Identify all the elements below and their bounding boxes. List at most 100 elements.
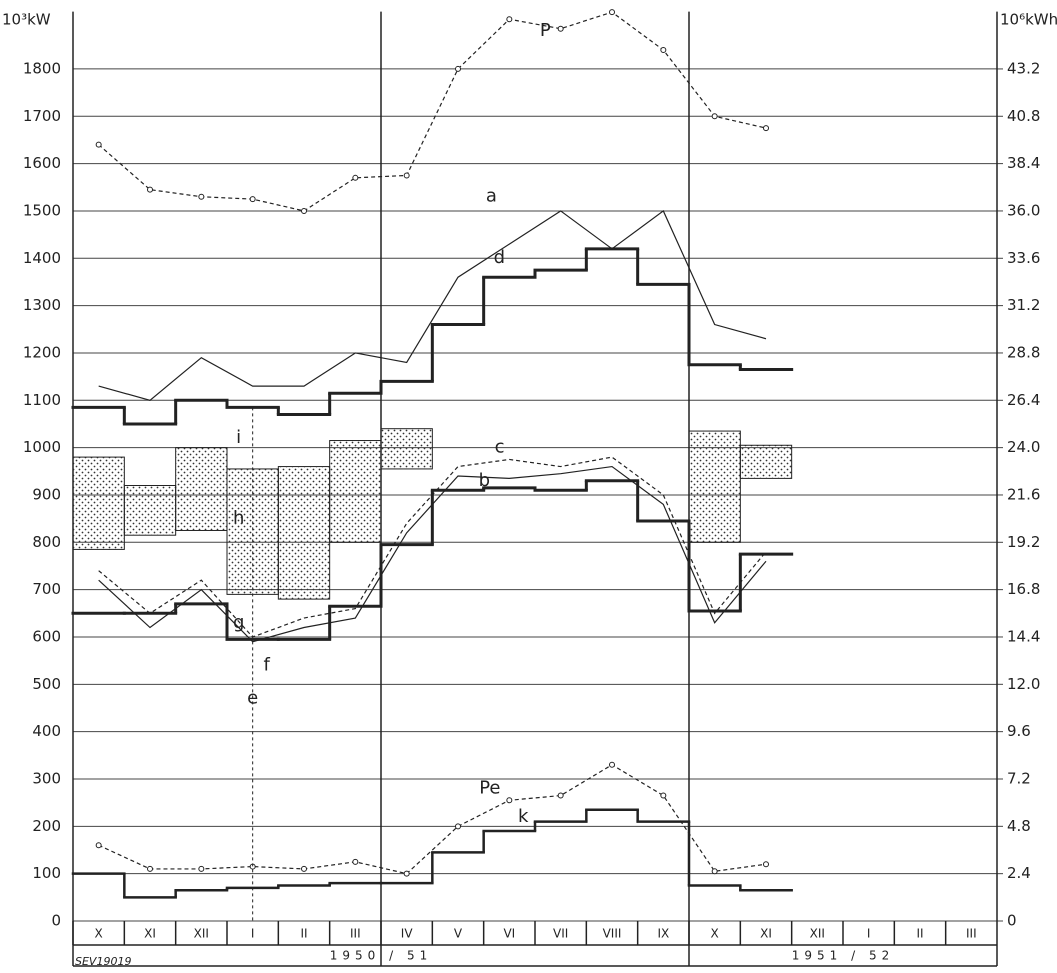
y2-tick-label: 24.0: [1007, 438, 1040, 456]
x-tick-label: V: [454, 927, 463, 941]
band-segment: [380, 428, 433, 470]
point: [557, 25, 564, 32]
y-tick-label: 0: [51, 912, 61, 930]
y-tick-label: 1100: [23, 391, 61, 409]
point: [455, 823, 461, 830]
x-tick-label: I: [251, 927, 255, 941]
band-segment: [739, 444, 793, 479]
y2-tick-label: 21.6: [1007, 485, 1040, 503]
point: [506, 16, 513, 23]
annotation: e: [247, 688, 258, 709]
point: [249, 196, 256, 203]
y2-tick-label: 16.8: [1007, 580, 1040, 598]
x-tick-label: I: [867, 927, 871, 941]
x-tick-label: X: [711, 927, 719, 941]
point: [403, 870, 410, 877]
y2-tick-label: 7.2: [1007, 769, 1031, 787]
y-tick-label: 800: [32, 533, 61, 551]
point: [711, 868, 718, 875]
y2-tick-label: 26.4: [1007, 391, 1040, 409]
point: [301, 207, 307, 214]
point: [455, 65, 461, 72]
y2-tick-label: 28.8: [1007, 343, 1040, 361]
x-tick-label: XII: [810, 927, 825, 941]
y-tick-label: 1200: [23, 343, 61, 361]
point: [763, 861, 769, 868]
x-tick-label: IX: [657, 927, 669, 941]
point: [609, 9, 615, 16]
point: [352, 858, 359, 865]
point: [403, 172, 410, 179]
series-label: c: [495, 437, 505, 458]
y-tick-label: 1400: [23, 249, 61, 267]
point: [557, 792, 564, 799]
series-label: a: [486, 186, 497, 207]
series-line: [98, 764, 767, 875]
y2-tick-label: 0: [1007, 912, 1017, 930]
band-segment: [226, 468, 279, 595]
y2-tick-label: 31.2: [1007, 296, 1040, 314]
y-tick-label: 1500: [23, 201, 61, 219]
x-tick-label: X: [95, 927, 103, 941]
x-tick-label: III: [966, 927, 977, 941]
annotation: h: [233, 508, 244, 529]
series-line: [98, 210, 767, 401]
band-segment: [72, 456, 125, 550]
series-label: Pe: [479, 777, 500, 798]
period-label: 1951 / 52: [792, 949, 894, 963]
point: [198, 865, 205, 872]
x-tick-label: XII: [194, 927, 209, 941]
y2-tick-label: 33.6: [1007, 249, 1040, 267]
band-segment: [688, 430, 741, 543]
y-tick-label: 500: [32, 675, 61, 693]
annotation: f: [263, 654, 270, 675]
point: [711, 113, 718, 120]
point: [660, 47, 667, 54]
x-tick-label: IV: [401, 927, 414, 941]
y-tick-label: 1600: [23, 154, 61, 172]
band-segment: [123, 485, 177, 536]
y2-tick-label: 14.4: [1007, 627, 1040, 645]
y-tick-label: 900: [32, 485, 61, 503]
x-tick-label: XI: [144, 927, 156, 941]
annotation: g: [233, 612, 244, 633]
period-label: 1950 / 51: [330, 949, 432, 963]
x-tick-label: III: [350, 927, 361, 941]
annotation: i: [236, 427, 241, 448]
x-tick-label: VI: [503, 927, 515, 941]
x-tick-label: XI: [760, 927, 772, 941]
band-segment: [277, 466, 331, 600]
y-tick-label: 1300: [23, 296, 61, 314]
y2-axis-label: 10⁶kWh: [1000, 11, 1057, 29]
y2-tick-label: 36.0: [1007, 201, 1040, 219]
y-tick-label: 1800: [23, 59, 61, 77]
y2-tick-label: 12.0: [1007, 675, 1040, 693]
band-segment: [329, 440, 382, 543]
band-segment: [175, 447, 228, 531]
x-tick-label: II: [916, 927, 923, 941]
x-tick-label: II: [300, 927, 307, 941]
y2-tick-label: 19.2: [1007, 533, 1040, 551]
series-label: k: [518, 806, 529, 827]
y-tick-label: 300: [32, 769, 61, 787]
y2-tick-label: 43.2: [1007, 59, 1040, 77]
y-tick-label: 200: [32, 817, 61, 835]
point: [147, 186, 153, 193]
series-label: b: [479, 470, 490, 491]
point: [301, 865, 307, 872]
x-tick-label: VII: [553, 927, 568, 941]
point: [95, 141, 102, 148]
point: [147, 865, 153, 872]
y2-tick-label: 2.4: [1007, 864, 1031, 882]
y-tick-label: 700: [32, 580, 61, 598]
y-axis-label: 10³kW: [2, 11, 51, 29]
series-label: P: [540, 20, 551, 41]
series-line: [98, 11, 767, 212]
y-tick-label: 1700: [23, 107, 61, 125]
point: [763, 125, 769, 132]
y2-tick-label: 9.6: [1007, 722, 1031, 740]
point: [506, 797, 513, 804]
x-tick-label: VIII: [603, 927, 622, 941]
point: [198, 193, 205, 200]
